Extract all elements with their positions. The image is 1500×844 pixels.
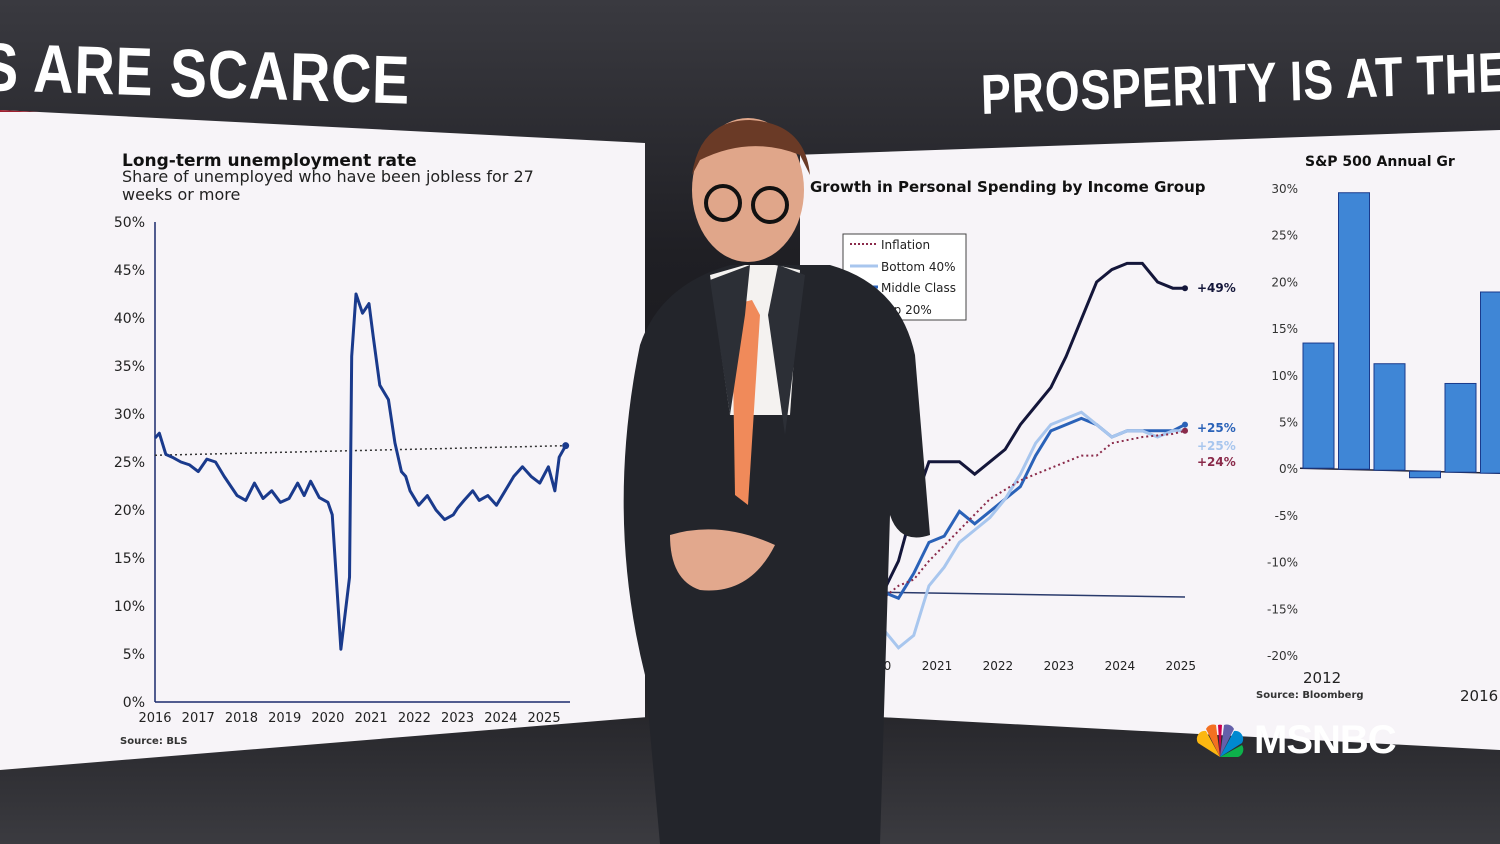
y-tick-label: 0% [123,695,145,711]
x-tick-label: 2024 [1105,659,1136,673]
x-tick-label: 2021 [355,711,388,726]
bar-2012 [1302,342,1335,469]
series-bottom-40- [866,410,1185,650]
chart-subtitle: Share of unemployed who have been jobles… [122,168,534,204]
x-tick-label: 2024 [484,711,517,726]
y-tick-label: 10% [114,599,145,615]
series-end-point [1182,421,1188,428]
legend-bottom40: Bottom 40% [881,260,956,274]
bar-2016 [1444,382,1477,473]
series-end-label: +49% [1197,281,1236,295]
unemployment-line [153,292,567,651]
x-tick-label: 2020 [311,711,344,726]
y-tick-label: -20% [1267,649,1298,663]
bar-2015 [1409,470,1441,479]
y-tick-label: 10% [1271,369,1298,383]
series-inflation [867,429,1186,600]
unemployment-chart: Long-term unemployment rate Share of une… [114,151,570,747]
series-end-point [1182,285,1188,292]
x-tick-label: 2016 [1460,687,1498,705]
y-tick-label: -5% [1275,509,1298,523]
y-tick-label: 30% [1271,182,1298,196]
x-tick-label: 2016 [138,711,171,726]
bar-2013 [1338,192,1370,470]
x-tick-label: 2025 [1166,659,1197,673]
spending-and-sp500-panel: Growth in Personal Spending by Income Gr… [800,130,1500,750]
chart-title: Growth in Personal Spending by Income Gr… [810,178,1206,196]
series-end-label: +25% [1197,439,1236,453]
zero-line [867,591,1186,598]
y-tick-label: 35% [114,359,145,375]
presenter [623,118,930,844]
y-tick-label: 20% [1271,275,1298,289]
y-tick-label: 25% [114,455,145,471]
series-end-point [1182,427,1188,434]
x-tick-label: 2023 [1044,659,1075,673]
y-tick-label: 5% [123,647,145,663]
x-tick-label: 2012 [1303,669,1341,687]
sp500-source: Source: Bloomberg [1256,690,1364,701]
y-tick-label: 50% [114,215,145,231]
last-point [562,442,570,450]
y-tick-label: 15% [1271,322,1298,336]
unemployment-chart-panel: Long-term unemployment rate Share of une… [0,110,645,770]
x-tick-label: 2021 [922,659,953,673]
x-tick-label: 2017 [182,711,215,726]
chart-source: Source: BLS [120,736,188,747]
peacock-icon [1196,723,1244,757]
legend-inflation: Inflation [881,238,930,252]
bar-2014 [1373,363,1406,471]
x-tick-label: 2022 [983,659,1014,673]
network-name: MSNBC [1254,718,1397,762]
y-tick-label: 40% [114,311,145,327]
legend-middle: Middle Class [881,281,956,295]
y-tick-label: -10% [1267,556,1298,570]
series-end-label: +24% [1197,455,1236,469]
x-tick-label: 2019 [268,711,301,726]
y-tick-label: -15% [1267,602,1298,616]
y-tick-label: 15% [114,551,145,567]
y-tick-label: 25% [1271,229,1298,243]
y-tick-label: 30% [114,407,145,423]
reference-line [154,444,566,457]
headline-left: S ARE SCARCE [0,28,411,119]
x-tick-label: 2018 [225,711,258,726]
bar-2017 [1480,291,1500,474]
y-tick-label: 0% [1279,462,1298,476]
y-tick-label: 5% [1279,416,1298,430]
x-tick-label: 2022 [398,711,431,726]
series-end-label: +25% [1197,421,1236,435]
msnbc-logo: MSNBC [1192,718,1397,763]
y-tick-label: 20% [114,503,145,519]
y-tick-label: 45% [114,263,145,279]
x-tick-label: 2023 [441,711,474,726]
chart-title: Long-term unemployment rate [122,151,417,171]
x-tick-label: 2025 [528,711,561,726]
sp500-title: S&P 500 Annual Gr [1305,154,1455,170]
